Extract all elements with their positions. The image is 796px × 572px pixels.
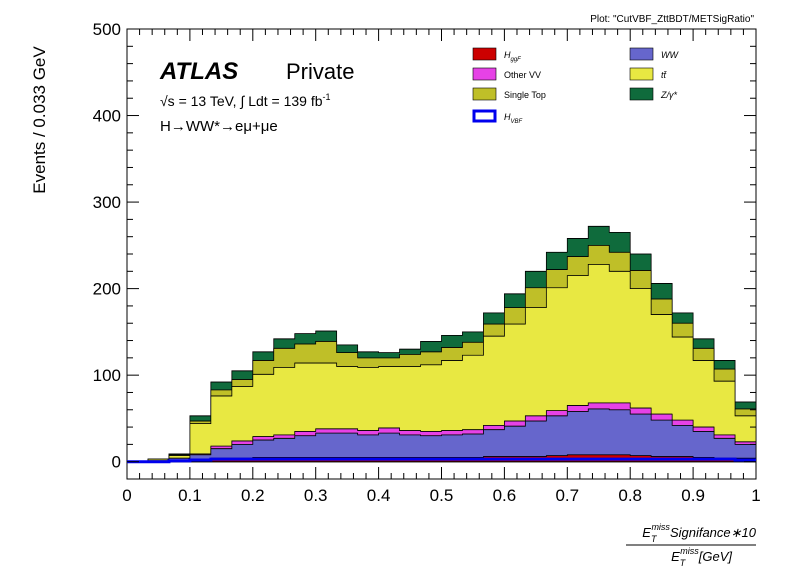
- x-axis-ticks: 0 0.1 0.2 0.3 0.4 0.5 0.6 0.7 0.8 0.9 1: [122, 29, 761, 505]
- legend-label-ttbar: tt̄: [661, 70, 667, 80]
- x-tick-label: 0.1: [178, 486, 202, 505]
- x-tick-label: 0.2: [241, 486, 265, 505]
- x-tick-label: 0.3: [304, 486, 328, 505]
- x-tick-label: 0.4: [367, 486, 391, 505]
- y-axis-ticks: 0 100 200 300 400 500: [93, 20, 756, 480]
- x-axis-label-denominator: ETmiss[GeV]: [671, 546, 732, 568]
- legend-label-z-gamma-: Z/γ*: [660, 90, 677, 100]
- energy-lumi-text: √s = 13 TeV, ∫ Ldt = 139 fb-1: [160, 92, 331, 109]
- channel-text: H→WW*→eμ+μe: [160, 118, 278, 135]
- legend-swatch-ww: [629, 47, 654, 61]
- legend: HggF WW Other VV tt̄ Single Top Z/γ* HVBF: [472, 47, 679, 125]
- y-tick-label: 0: [112, 453, 121, 472]
- legend-swatch-z-gamma-: [629, 87, 654, 101]
- overlay-line-h-vbf: [127, 457, 756, 464]
- legend-label-h-ggf: HggF: [504, 50, 521, 63]
- x-tick-label: 1: [751, 486, 760, 505]
- x-tick-label: 0: [122, 486, 131, 505]
- legend-label-single-top: Single Top: [504, 90, 546, 100]
- x-tick-label: 0.8: [618, 486, 642, 505]
- plot-label: Plot: "CutVBF_ZttBDT/METSigRatio": [590, 14, 754, 25]
- y-tick-label: 200: [93, 280, 121, 299]
- atlas-status: Private: [286, 59, 354, 84]
- x-tick-label: 0.7: [555, 486, 579, 505]
- legend-label-other-vv: Other VV: [504, 70, 541, 80]
- y-tick-label: 400: [93, 107, 121, 126]
- lumi-exponent: -1: [323, 92, 331, 102]
- overlay-layer: [127, 457, 756, 464]
- x-tick-label: 0.6: [493, 486, 517, 505]
- legend-swatch-h-vbf: [472, 109, 497, 123]
- x-axis-label-numerator: ETmissSignifance∗10: [642, 522, 757, 544]
- legend-label-h-vbf: HVBF: [504, 112, 523, 125]
- y-tick-label: 100: [93, 366, 121, 385]
- legend-swatch-single-top: [472, 87, 497, 101]
- legend-swatch-other-vv: [472, 67, 497, 81]
- y-axis-label: Events / 0.033 GeV: [30, 46, 49, 194]
- stack-layer: [127, 225, 757, 463]
- y-tick-label: 300: [93, 193, 121, 212]
- x-tick-label: 0.9: [681, 486, 705, 505]
- x-tick-label: 0.5: [430, 486, 454, 505]
- energy-text: √s = 13 TeV, ∫ Ldt = 139 fb: [160, 93, 323, 109]
- atlas-label: ATLAS: [159, 58, 238, 85]
- y-tick-label: 500: [93, 20, 121, 39]
- legend-swatch-ttbar: [629, 67, 654, 81]
- legend-swatch-h-ggf: [472, 47, 497, 61]
- legend-label-ww: WW: [661, 50, 679, 60]
